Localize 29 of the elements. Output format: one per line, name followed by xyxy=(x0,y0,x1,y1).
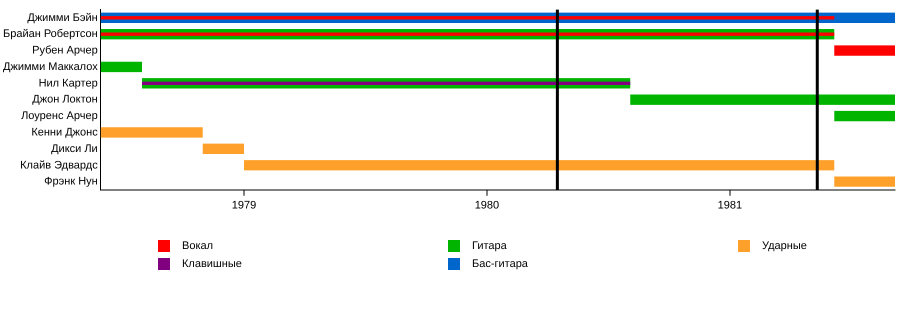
bar xyxy=(630,94,895,105)
bar xyxy=(100,32,834,36)
bar xyxy=(100,127,203,138)
y-tick-label: Джон Локтон xyxy=(32,94,98,106)
legend-label: Гитара xyxy=(472,240,507,252)
y-tick-label: Клайв Эдвардс xyxy=(20,159,98,172)
y-tick-label: Лоуренс Арчер xyxy=(21,110,98,122)
bar xyxy=(100,16,834,20)
bar xyxy=(834,176,895,187)
bar xyxy=(244,160,834,170)
bar xyxy=(100,62,142,72)
legend-label: Бас-гитара xyxy=(472,258,528,270)
x-tick-label: 1980 xyxy=(474,199,500,212)
legend-label: Ударные xyxy=(762,240,807,252)
bar xyxy=(142,82,630,86)
x-tick-label: 1981 xyxy=(718,199,742,212)
x-tick-label: 1979 xyxy=(232,199,256,212)
y-tick-label: Рубен Арчер xyxy=(32,44,98,57)
legend-label: Вокал xyxy=(182,240,214,252)
legend-label: Клавишные xyxy=(182,258,242,270)
y-tick-label: Брайан Робертсон xyxy=(2,28,98,40)
y-tick-label: Нил Картер xyxy=(38,77,98,90)
bar xyxy=(202,144,244,154)
y-tick-label: Дикси Ли xyxy=(51,142,98,155)
y-tick-label: Кенни Джонс xyxy=(31,126,98,138)
y-tick-label: Джимми Маккалох xyxy=(3,60,98,73)
y-tick-label: Фрэнк Нун xyxy=(44,176,98,188)
y-tick-label: Джимми Бэйн xyxy=(27,12,98,24)
bar xyxy=(834,110,895,122)
